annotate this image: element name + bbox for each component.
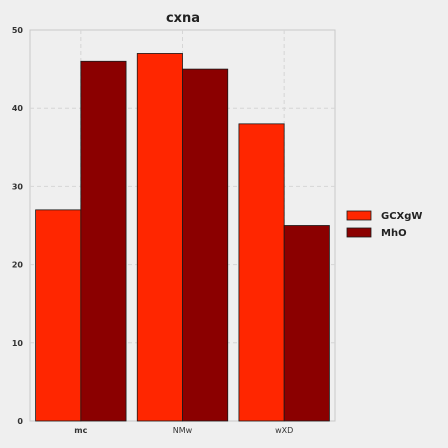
- legend-swatch-GCXgW: [346, 210, 372, 221]
- legend-label-MhO: MhO: [381, 228, 407, 239]
- y-tick-label: 40: [12, 104, 24, 113]
- y-tick-label: 20: [12, 261, 24, 270]
- x-tick-label: NMw: [173, 426, 193, 435]
- y-tick-label: 50: [12, 26, 24, 35]
- x-tick-label: wXD: [275, 426, 293, 435]
- bar-GCXgW-NMw: [136, 53, 183, 422]
- legend-label-GCXgW: GCXgW: [381, 211, 422, 222]
- y-tick-label: 10: [12, 339, 24, 348]
- y-tick-label: 0: [17, 417, 23, 426]
- chart-title: cxna: [166, 11, 200, 26]
- bar-GCXgW-wXD: [238, 123, 285, 422]
- y-tick-label: 30: [12, 182, 24, 191]
- bar-MhO-wXD: [283, 225, 330, 422]
- legend-swatch-MhO: [346, 227, 372, 238]
- bar-MhO-NMw: [182, 68, 229, 422]
- bar-GCXgW-mc: [35, 209, 82, 422]
- y-axis-ticks: 0 10 20 30 40 50: [12, 26, 24, 426]
- legend: GCXgW MhO: [346, 210, 422, 239]
- bars: [35, 53, 330, 422]
- x-axis-ticks: mc NMw wXD: [74, 426, 293, 435]
- bar-MhO-mc: [80, 60, 127, 422]
- x-tick-label: mc: [74, 426, 87, 435]
